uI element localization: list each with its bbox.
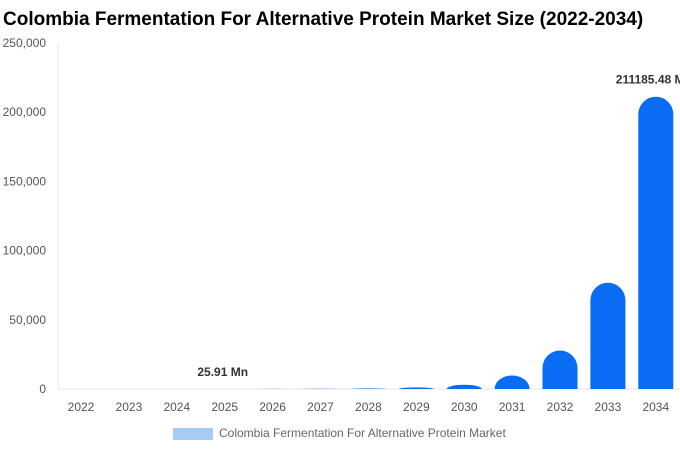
x-tick-label: 2030 <box>451 400 478 414</box>
y-axis-ticks: 250,000 200,000 150,000 100,000 50,000 0 <box>3 36 47 396</box>
bar[interactable] <box>542 350 578 389</box>
bar[interactable] <box>494 375 530 389</box>
x-tick-label: 2026 <box>259 400 286 414</box>
x-tick-label: 2024 <box>163 400 190 414</box>
x-axis-ticks: 2022 2023 2024 2025 2026 2027 2028 2029 2030 2031… <box>68 400 670 414</box>
x-tick-label: 2031 <box>499 400 526 414</box>
x-tick-label: 2023 <box>116 400 143 414</box>
bar[interactable] <box>590 282 626 389</box>
x-tick-label: 2033 <box>595 400 622 414</box>
data-label: 211185.48 Mn <box>616 73 680 87</box>
legend-label: Colombia Fermentation For Alternative Pr… <box>219 426 506 440</box>
y-tick-label: 200,000 <box>3 105 47 119</box>
axis-lines <box>57 43 680 390</box>
x-tick-label: 2029 <box>403 400 430 414</box>
data-labels: 25.91 Mn 211185.48 Mn <box>197 73 680 379</box>
x-tick-label: 2034 <box>642 400 669 414</box>
bar[interactable] <box>638 96 674 389</box>
x-tick-label: 2027 <box>307 400 334 414</box>
bar[interactable] <box>398 387 434 389</box>
x-tick-label: 2022 <box>68 400 95 414</box>
y-tick-label: 50,000 <box>9 313 46 327</box>
chart-title: Colombia Fermentation For Alternative Pr… <box>3 9 644 30</box>
x-tick-label: 2032 <box>547 400 574 414</box>
bars <box>111 96 674 389</box>
y-tick-label: 250,000 <box>3 36 47 50</box>
y-tick-label: 0 <box>39 382 46 396</box>
bar[interactable] <box>350 388 386 389</box>
x-tick-label: 2025 <box>211 400 238 414</box>
legend-swatch <box>173 428 213 440</box>
bar[interactable] <box>446 384 482 389</box>
legend[interactable]: Colombia Fermentation For Alternative Pr… <box>173 426 506 440</box>
y-tick-label: 100,000 <box>3 244 47 258</box>
x-tick-label: 2028 <box>355 400 382 414</box>
data-label: 25.91 Mn <box>197 365 248 379</box>
y-tick-label: 150,000 <box>3 174 47 188</box>
